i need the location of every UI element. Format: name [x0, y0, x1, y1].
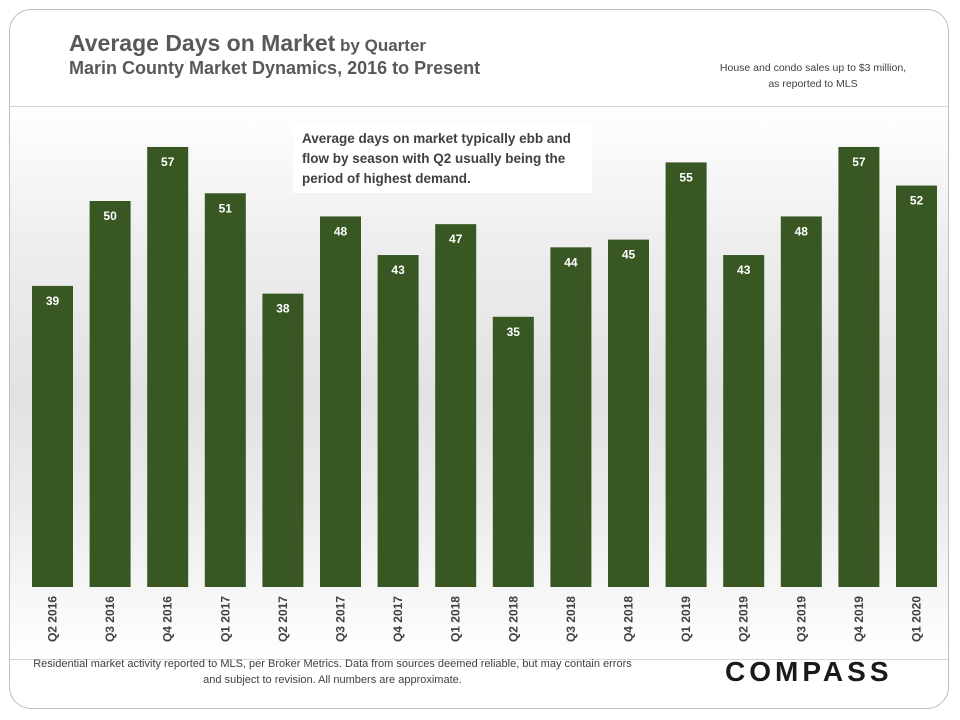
bar-q2-2018	[492, 316, 534, 587]
bar-q3-2016	[89, 201, 131, 587]
data-label: 55	[679, 170, 693, 184]
bar-q3-2017	[320, 216, 361, 587]
data-label: 57	[852, 155, 866, 169]
bar-q2-2019	[723, 255, 765, 588]
data-label: 35	[507, 325, 521, 339]
bar-q2-2017	[262, 293, 304, 587]
data-label: 44	[564, 255, 578, 269]
bar-q3-2018	[550, 247, 592, 587]
bar-q1-2018	[435, 224, 477, 587]
compass-logo: COMPASS	[725, 656, 893, 687]
data-label: 43	[391, 263, 405, 277]
x-tick-label: Q2 2016	[46, 596, 60, 642]
x-tick-label: Q1 2018	[449, 596, 463, 642]
x-tick-label: Q3 2017	[334, 596, 348, 642]
chart-title-sub: by Quarter	[335, 36, 427, 55]
bar-q4-2016	[147, 146, 189, 587]
x-tick-label: Q1 2019	[679, 596, 693, 642]
data-label: 47	[449, 232, 463, 246]
data-label: 51	[219, 201, 233, 215]
bar-q2-2016	[32, 285, 73, 587]
bar-q4-2017	[377, 255, 419, 588]
data-label: 57	[161, 155, 175, 169]
x-tick-label: Q3 2018	[564, 596, 578, 642]
data-label: 38	[276, 302, 290, 316]
chart-annotation: Average days on market typically ebb and…	[293, 125, 592, 193]
x-tick-label: Q2 2018	[506, 596, 520, 642]
x-tick-label: Q4 2017	[391, 596, 405, 642]
bar-q1-2017	[204, 193, 246, 587]
x-tick-label: Q3 2019	[794, 596, 808, 642]
bar-q1-2019	[665, 162, 707, 587]
chart-subtitle: Marin County Market Dynamics, 2016 to Pr…	[69, 58, 481, 78]
data-label: 39	[46, 294, 60, 308]
x-tick-label: Q4 2016	[161, 596, 175, 642]
chart-title-main: Average Days on Market	[69, 30, 336, 56]
bar-q4-2019	[838, 146, 880, 587]
data-scope-note: House and condo sales up to $3 million, …	[719, 62, 907, 90]
x-tick-label: Q4 2018	[622, 596, 636, 642]
data-label: 50	[103, 209, 117, 223]
data-label: 52	[910, 194, 924, 208]
data-label: 48	[795, 224, 809, 238]
data-label: 48	[334, 224, 348, 238]
x-tick-label: Q1 2020	[910, 596, 924, 642]
x-tick-label: Q3 2016	[103, 596, 117, 642]
bar-q4-2018	[608, 239, 649, 587]
x-tick-label: Q1 2017	[218, 596, 232, 642]
data-label: 43	[737, 263, 751, 277]
bar-q1-2020	[896, 185, 937, 587]
chart-title: Average Days on Market by Quarter	[69, 30, 426, 57]
x-tick-label: Q2 2017	[276, 596, 290, 642]
bar-q3-2019	[780, 216, 822, 587]
footer-disclaimer: Residential market activity reported to …	[33, 658, 632, 686]
x-tick-label: Q2 2019	[737, 596, 751, 642]
x-tick-label: Q4 2019	[852, 596, 866, 642]
data-label: 45	[622, 248, 636, 262]
